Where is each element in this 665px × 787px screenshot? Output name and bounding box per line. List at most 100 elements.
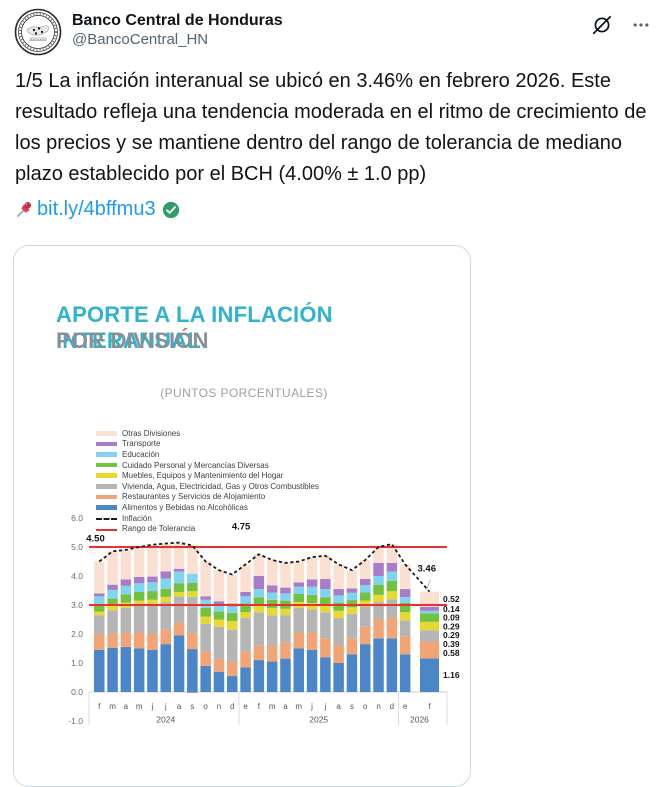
- last-bar-value-label: 0.29: [443, 621, 460, 631]
- bar-segment: [386, 571, 398, 581]
- legend-item: Educación: [96, 449, 319, 460]
- bar-segment: [253, 576, 265, 590]
- bar-segment: [386, 618, 398, 639]
- bar-segment: [320, 605, 331, 613]
- bar-segment: [187, 692, 198, 693]
- bar-segment: [213, 671, 225, 692]
- legend-swatch: [96, 431, 117, 436]
- bar-segment: [346, 588, 358, 593]
- legend-swatch: [96, 505, 117, 510]
- bar-segment: [120, 549, 132, 580]
- last-bar-value-label: 0.14: [443, 604, 460, 614]
- tweet-link-row: bit.ly/4bffmu3: [15, 198, 180, 221]
- bar-segment: [420, 658, 439, 692]
- bar-segment: [346, 638, 358, 655]
- bar-segment: [173, 542, 185, 569]
- bar-segment: [320, 597, 331, 606]
- bar-segment: [187, 573, 198, 583]
- bar-segment: [120, 647, 132, 692]
- bar-segment: [306, 557, 318, 580]
- bar-segment: [94, 634, 105, 650]
- bar-segment: [373, 602, 384, 620]
- bar-segment: [94, 649, 105, 692]
- svg-text:j: j: [310, 702, 313, 711]
- bar-segment: [306, 632, 318, 650]
- bar-segment: [420, 613, 439, 622]
- bar-segment: [320, 612, 331, 639]
- bar-segment: [213, 570, 225, 602]
- bar-segment: [333, 602, 344, 611]
- bar-segment: [253, 605, 265, 613]
- bar-segment: [133, 576, 145, 584]
- account-name[interactable]: Banco Central de Honduras: [72, 12, 283, 29]
- svg-text:1.0: 1.0: [71, 658, 83, 668]
- bar-segment: [266, 585, 278, 593]
- svg-text:f: f: [428, 702, 431, 711]
- bar-segment: [266, 615, 278, 646]
- svg-text:0.0: 0.0: [71, 687, 83, 697]
- bar-segment: [333, 610, 344, 619]
- legend-label: Restaurantes y Servicios de Alojamiento: [122, 492, 266, 502]
- svg-text:4.0: 4.0: [71, 571, 83, 581]
- bar-segment: [306, 609, 318, 633]
- bar-segment: [200, 607, 211, 617]
- bar-segment: [120, 594, 132, 603]
- bar-segment: [373, 638, 384, 692]
- bar-segment: [280, 562, 291, 588]
- bar-segment: [320, 657, 331, 692]
- bar-segment: [346, 592, 358, 601]
- bar-segment: [253, 612, 265, 646]
- chart-plot-area: 6.0 5.0 4.0 3.0 2.0 1.0 0.0 -1.0 4.50 4.75 3.46 0.5…: [56, 506, 470, 752]
- bar-segment: [133, 583, 145, 592]
- last-bar-value-label: 0.58: [443, 648, 460, 658]
- avatar[interactable]: [14, 8, 62, 56]
- svg-text:o: o: [363, 702, 368, 711]
- tweet-link[interactable]: bit.ly/4bffmu3: [37, 198, 156, 220]
- legend-label: Inflación: [122, 513, 152, 523]
- svg-text:a: a: [336, 702, 341, 711]
- grok-icon[interactable]: [591, 14, 613, 41]
- bar-segment: [133, 648, 145, 692]
- bar-segment: [227, 612, 238, 621]
- account-handle[interactable]: @BancoCentral_HN: [72, 31, 209, 48]
- bar-segment: [213, 658, 225, 672]
- svg-text:f: f: [98, 702, 101, 711]
- last-bar-value-label: 0.09: [443, 613, 460, 623]
- bar-segment: [213, 611, 225, 620]
- bar-segment: [280, 593, 291, 601]
- chart-title-line2: POR DIVISIÓN: [56, 328, 209, 353]
- bar-segment: [133, 600, 145, 605]
- bar-segment: [346, 600, 358, 608]
- svg-text:m: m: [136, 702, 143, 711]
- bar-segment: [399, 564, 411, 590]
- bar-segment: [280, 587, 291, 594]
- inflation-annotation: 4.75: [232, 521, 251, 532]
- bar-segment: [293, 561, 304, 583]
- bar-segment: [94, 561, 105, 594]
- bar-segment: [386, 562, 398, 572]
- bar-segment: [213, 601, 225, 605]
- bar-segment: [94, 615, 105, 634]
- bar-segment: [94, 596, 105, 605]
- tweet-media-image[interactable]: APORTE A LA INFLACIÓN INTERANUAL POR DIV…: [13, 245, 471, 787]
- bar-segment: [240, 618, 251, 652]
- bar-segment: [240, 612, 251, 619]
- bar-segment: [187, 649, 198, 692]
- svg-text:n: n: [376, 702, 380, 711]
- bar-segment: [147, 605, 158, 634]
- inflation-annotation: 3.46: [418, 564, 437, 575]
- more-options-icon[interactable]: [631, 15, 651, 40]
- legend-line-swatch: [96, 528, 117, 531]
- bar-segment: [399, 620, 411, 637]
- bar-segment: [420, 606, 439, 611]
- svg-text:f: f: [258, 702, 261, 711]
- bar-segment: [107, 605, 118, 611]
- bar-segment: [133, 632, 145, 649]
- bar-segment: [320, 589, 331, 598]
- legend-item: Vivienda, Agua, Electricidad, Gas y Otro…: [96, 481, 319, 492]
- bar-segment: [240, 603, 251, 613]
- bar-segment: [266, 599, 278, 608]
- bar-segment: [399, 654, 411, 692]
- bar-segment: [360, 644, 371, 692]
- bar-segment: [373, 547, 384, 563]
